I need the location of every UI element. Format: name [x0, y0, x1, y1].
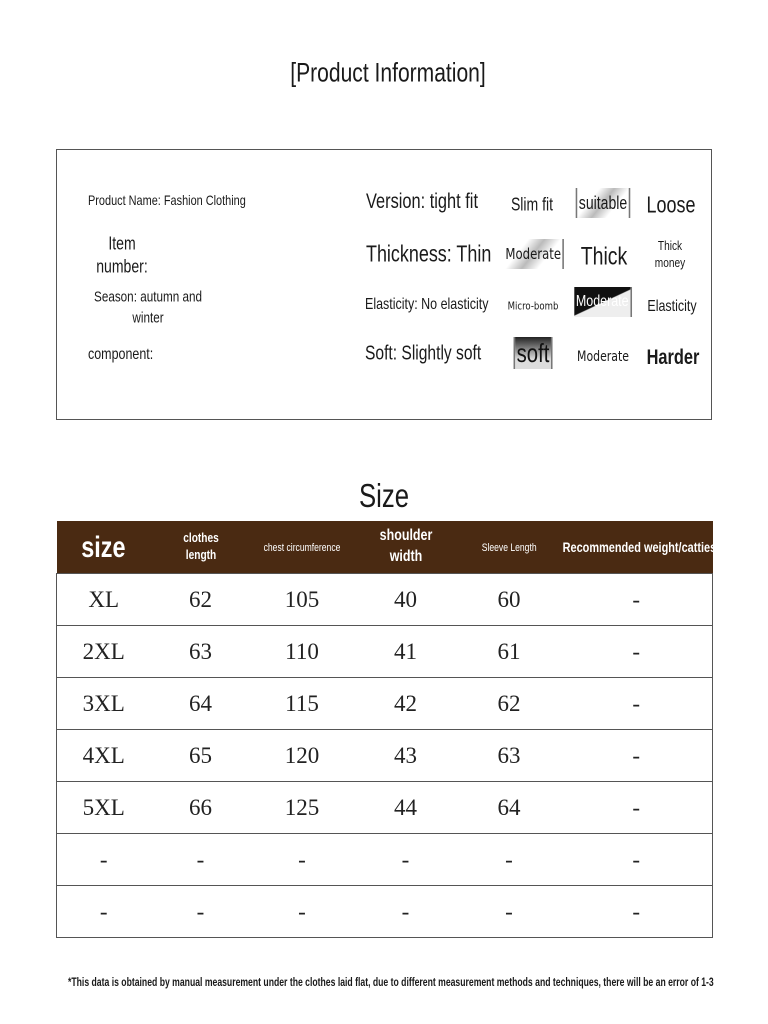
table-cell: - — [150, 833, 251, 886]
table-cell: - — [560, 729, 713, 782]
table-cell: - — [250, 833, 354, 886]
thickness-label: Thickness: Thin — [366, 240, 492, 267]
table-cell: - — [457, 885, 561, 938]
option-thick-money: Thick money — [654, 238, 686, 270]
table-cell: - — [560, 885, 713, 938]
option-suitable-selected: suitable — [575, 188, 631, 218]
table-cell: - — [56, 885, 151, 938]
table-cell: 64 — [150, 677, 251, 730]
version-label: Version: tight fit — [366, 190, 478, 213]
table-cell: 5XL — [56, 781, 151, 834]
table-row: 2XL 63 110 41 61- — [56, 625, 713, 678]
option-micro-bomb: Micro-bomb — [507, 299, 559, 313]
item-number-label: Item — [108, 233, 136, 254]
section-title: [Product Information] — [290, 57, 486, 88]
col-sleeve-length: Sleeve Length — [457, 521, 561, 574]
option-moderate-selected: Moderate — [574, 287, 632, 317]
table-cell: - — [560, 833, 713, 886]
option-elasticity: Elasticity — [647, 298, 697, 315]
table-cell: - — [353, 833, 458, 886]
size-table: size clothes length chest circumference … — [56, 521, 716, 938]
table-row: 4XL 65 120 43 63- — [56, 729, 713, 782]
table-cell: 42 — [353, 677, 458, 730]
table-cell: - — [250, 885, 354, 938]
table-cell: - — [353, 885, 458, 938]
option-slim-fit: Slim fit — [510, 194, 554, 215]
table-cell: 4XL — [56, 729, 151, 782]
col-chest: chest circumference — [250, 521, 354, 574]
table-cell: 44 — [353, 781, 458, 834]
table-cell: 3XL — [56, 677, 151, 730]
col-clothes-length: clothes length — [150, 521, 251, 574]
table-cell: - — [560, 677, 713, 730]
option-moderate-selected: Moderate — [503, 239, 565, 269]
table-cell: 60 — [457, 573, 561, 626]
table-row: XL 62 105 40 60- — [56, 573, 713, 626]
component-label: component: — [88, 346, 154, 363]
table-cell: 61 — [457, 625, 561, 678]
table-cell: 41 — [353, 625, 458, 678]
col-recommended-weight: Recommended weight/catties — [560, 521, 716, 574]
table-cell: XL — [56, 573, 151, 626]
table-cell: 65 — [150, 729, 251, 782]
table-cell: - — [150, 885, 251, 938]
item-number-label-2: number: — [96, 256, 148, 277]
table-cell: 62 — [457, 677, 561, 730]
table-cell: - — [457, 833, 561, 886]
col-size: size — [56, 521, 151, 574]
col-shoulder-width: shoulder width — [353, 521, 458, 574]
table-cell: - — [560, 573, 713, 626]
table-cell: 66 — [150, 781, 251, 834]
table-cell: 62 — [150, 573, 251, 626]
table-cell: 43 — [353, 729, 458, 782]
footnote: *This data is obtained by manual measure… — [68, 975, 714, 989]
size-title: Size — [358, 477, 410, 514]
table-cell: - — [56, 833, 151, 886]
table-row: 5XL 66 125 44 64- — [56, 781, 713, 834]
table-cell: 63 — [457, 729, 561, 782]
option-moderate: Moderate — [577, 349, 629, 365]
table-cell: 125 — [250, 781, 354, 834]
option-thick: Thick — [580, 242, 628, 271]
elasticity-label: Elasticity: No elasticity — [365, 296, 489, 313]
table-cell: 105 — [250, 573, 354, 626]
table-row: ------ — [56, 833, 713, 886]
season-label-2: winter — [132, 309, 164, 327]
table-cell: 110 — [250, 625, 354, 678]
season-label: Season: autumn and — [94, 288, 202, 306]
table-cell: - — [560, 781, 713, 834]
table-row: ------ — [56, 885, 713, 938]
table-cell: - — [560, 625, 713, 678]
table-cell: 2XL — [56, 625, 151, 678]
product-info-box — [56, 149, 712, 420]
table-cell: 115 — [250, 677, 354, 730]
soft-label: Soft: Slightly soft — [365, 342, 482, 365]
option-soft-selected: soft — [513, 337, 553, 369]
table-row: 3XL 64 115 42 62- — [56, 677, 713, 730]
product-name: Product Name: Fashion Clothing — [88, 192, 246, 208]
table-cell: 63 — [150, 625, 251, 678]
option-loose: Loose — [646, 191, 696, 218]
table-cell: 120 — [250, 729, 354, 782]
option-harder: Harder — [646, 346, 700, 369]
table-cell: 40 — [353, 573, 458, 626]
table-cell: 64 — [457, 781, 561, 834]
